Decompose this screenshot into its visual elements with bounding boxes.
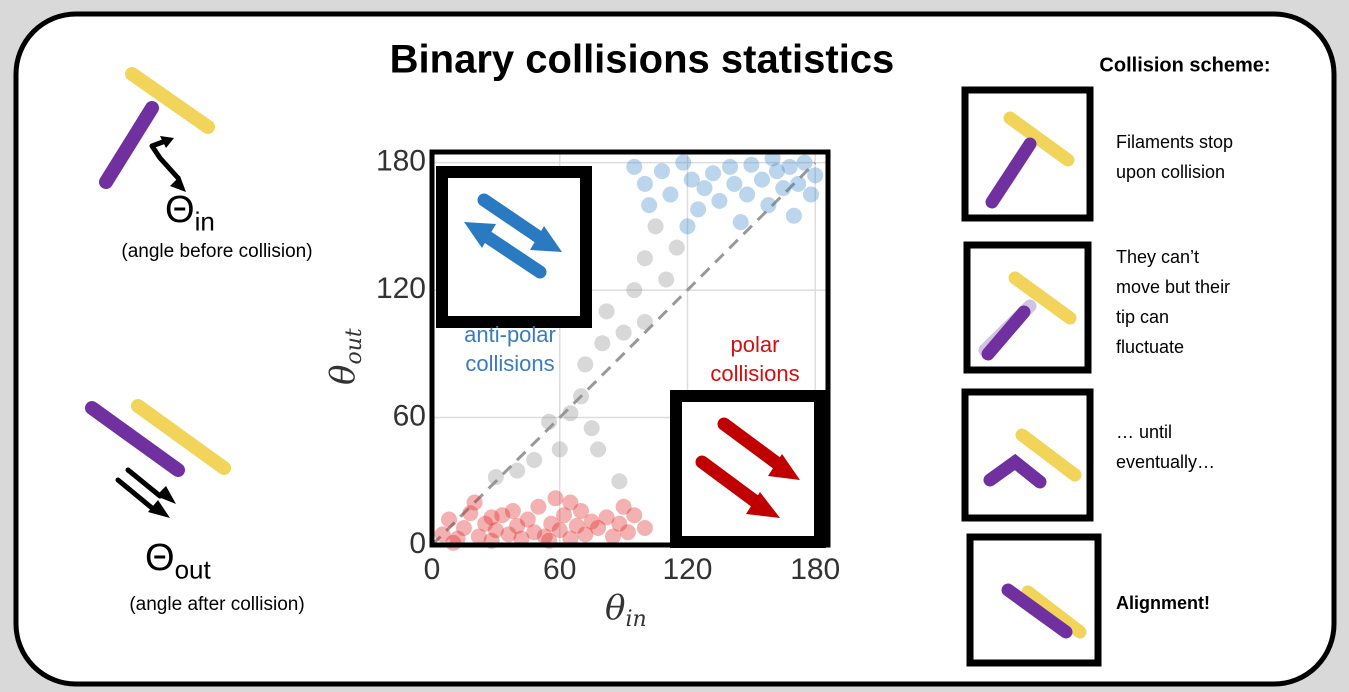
- point: [637, 314, 653, 330]
- y-tick-label: 180: [376, 145, 426, 178]
- point: [547, 490, 563, 506]
- point: [577, 356, 593, 372]
- point: [637, 520, 653, 536]
- point: [641, 197, 657, 213]
- point: [697, 180, 713, 196]
- point: [790, 176, 806, 192]
- point: [775, 180, 791, 196]
- point: [584, 420, 600, 436]
- y-tick-label: 0: [409, 527, 426, 560]
- point: [562, 405, 578, 421]
- x-tick-label: 180: [790, 553, 840, 586]
- point: [637, 250, 653, 266]
- point: [733, 214, 749, 230]
- angle-symbol-sub: in: [195, 207, 215, 237]
- point: [456, 520, 472, 536]
- scheme-step: Alignment!: [1116, 593, 1210, 613]
- angle-symbol-sub: out: [175, 555, 212, 585]
- point: [616, 325, 632, 341]
- point: [637, 176, 653, 192]
- point: [505, 503, 521, 519]
- point: [658, 271, 674, 287]
- point: [509, 463, 525, 479]
- point: [679, 218, 695, 234]
- point: [669, 240, 685, 256]
- annotation: polar: [731, 332, 780, 357]
- point: [648, 218, 664, 234]
- x-tick-label: 60: [543, 553, 576, 586]
- point: [739, 186, 755, 202]
- y-tick-label: 60: [393, 399, 426, 432]
- point: [530, 499, 546, 515]
- x-tick-label: 120: [662, 553, 712, 586]
- x-axis-label-sub: in: [625, 607, 646, 632]
- scheme-step: tip can: [1116, 307, 1169, 327]
- point: [807, 167, 823, 183]
- point: [552, 441, 568, 457]
- x-axis-label-symbol: θ: [605, 588, 625, 628]
- point: [722, 159, 738, 175]
- annotation: collisions: [465, 351, 554, 376]
- angle-caption: (angle before collision): [121, 241, 312, 262]
- point: [675, 155, 691, 171]
- point: [441, 512, 457, 528]
- scheme-step: eventually…: [1116, 452, 1215, 472]
- annotation: anti-polar: [464, 322, 556, 347]
- scheme-step: move but their: [1116, 277, 1230, 297]
- y-axis-label-symbol: θ: [323, 365, 363, 385]
- point: [705, 165, 721, 181]
- angle-caption: (angle after collision): [129, 594, 304, 615]
- point: [803, 186, 819, 202]
- x-tick-label: 0: [424, 553, 441, 586]
- y-tick-label: 120: [376, 272, 426, 305]
- point: [626, 282, 642, 298]
- point: [786, 208, 802, 224]
- point: [611, 473, 627, 489]
- y-axis-label-sub: out: [342, 328, 367, 364]
- point: [599, 303, 615, 319]
- angle-symbol-symbol: Θ: [165, 189, 195, 231]
- point: [662, 186, 678, 202]
- title: Binary collisions statistics: [390, 38, 895, 82]
- point: [573, 388, 589, 404]
- scheme-step: fluctuate: [1116, 337, 1184, 357]
- point: [711, 193, 727, 209]
- point: [467, 495, 483, 511]
- annotation: collisions: [710, 361, 799, 386]
- point: [484, 509, 500, 525]
- point: [626, 159, 642, 175]
- point: [743, 157, 759, 173]
- point: [726, 176, 742, 192]
- point: [754, 172, 770, 188]
- point: [782, 159, 798, 175]
- scheme-title: Collision scheme:: [1099, 54, 1270, 76]
- point: [488, 469, 504, 485]
- point: [590, 441, 606, 457]
- point: [760, 197, 776, 213]
- point: [562, 495, 578, 511]
- point: [616, 499, 632, 515]
- page: Binary collisions statistics Collision s…: [0, 0, 1349, 692]
- point: [620, 524, 636, 540]
- scheme-step: … until: [1116, 422, 1172, 442]
- angle-symbol-symbol: Θ: [145, 537, 175, 579]
- scheme-step: upon collision: [1116, 162, 1225, 182]
- point: [526, 452, 542, 468]
- point: [541, 414, 557, 430]
- point: [797, 155, 813, 171]
- point: [594, 335, 610, 351]
- scheme-step: They can’t: [1116, 247, 1199, 267]
- scheme-step: Filaments stop: [1116, 132, 1233, 152]
- point: [690, 201, 706, 217]
- point: [654, 163, 670, 179]
